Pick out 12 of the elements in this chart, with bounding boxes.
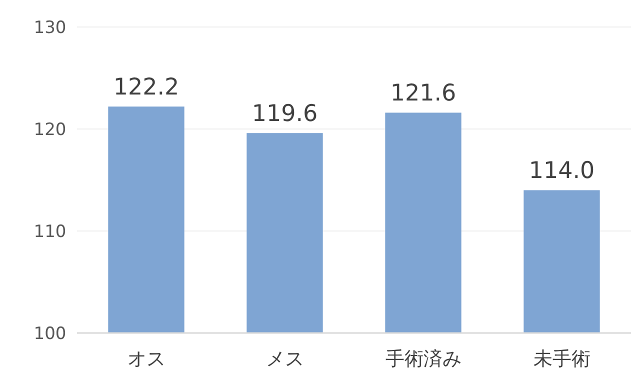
data-label: 122.2 bbox=[113, 74, 180, 101]
x-tick-label: 手術済み bbox=[385, 348, 462, 370]
data-label: 119.6 bbox=[252, 101, 318, 128]
y-tick-label: 100 bbox=[34, 324, 66, 344]
data-label: 114.0 bbox=[528, 158, 595, 184]
x-tick-label: メス bbox=[266, 348, 304, 370]
data-label: 121.6 bbox=[390, 80, 456, 107]
x-tick-label: 未手術 bbox=[533, 348, 590, 370]
y-tick-label: 110 bbox=[34, 222, 66, 242]
x-tick-label: オス bbox=[127, 348, 166, 370]
y-tick-label: 130 bbox=[34, 18, 66, 38]
y-tick-label: 120 bbox=[34, 120, 66, 140]
